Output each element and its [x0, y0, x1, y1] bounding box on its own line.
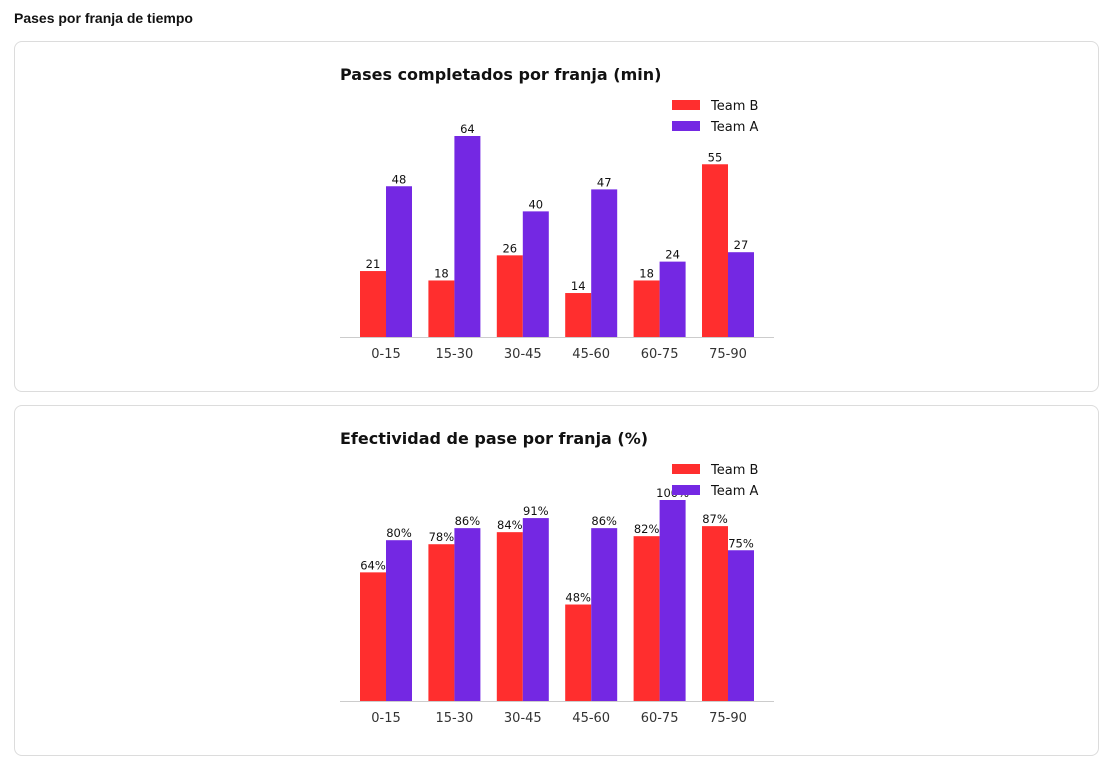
x-tick-label: 15-30: [436, 347, 474, 362]
bar-team-a-75-90: [728, 252, 754, 337]
x-tick-label: 30-45: [504, 347, 542, 362]
data-label: 80%: [386, 526, 412, 540]
bar-team-b-45-60: [565, 604, 592, 701]
data-label: 84%: [497, 518, 523, 532]
data-label: 21: [366, 257, 381, 271]
data-label: 47: [597, 175, 612, 189]
x-tick-label: 15-30: [436, 711, 474, 726]
data-label: 48%: [565, 591, 591, 605]
bar-team-a-15-30: [454, 136, 481, 337]
data-label: 87%: [702, 512, 728, 526]
data-label: 18: [434, 266, 449, 280]
data-label: 86%: [455, 514, 481, 528]
data-label: 75%: [728, 536, 754, 550]
x-tick-label: 75-90: [709, 711, 747, 726]
x-tick-label: 60-75: [641, 347, 679, 362]
data-label: 86%: [591, 514, 617, 528]
pass-effectiveness-chart: Efectividad de pase por franja (%) 64% 80%…: [340, 429, 774, 726]
bar-team-b-60-75: [633, 536, 660, 701]
page-title: Pases por franja de tiempo: [14, 10, 193, 26]
bar-team-b-60-75: [633, 280, 660, 337]
bar-team-b-75-90: [702, 526, 728, 701]
data-label: 82%: [634, 522, 660, 536]
data-label: 24: [665, 248, 680, 262]
chart-panel-completed-passes: Pases completados por franja (min) 21 48 0-…: [14, 41, 1099, 392]
data-label: 18: [639, 266, 654, 280]
chart-title: Efectividad de pase por franja (%): [340, 429, 648, 448]
x-tick-label: 60-75: [641, 711, 679, 726]
bar-team-b-30-45: [496, 255, 523, 337]
bar-team-b-15-30: [428, 544, 455, 701]
data-label: 48: [392, 172, 407, 186]
bar-team-b-15-30: [428, 280, 455, 337]
data-label: 55: [708, 150, 723, 164]
x-tick-label: 0-15: [371, 347, 401, 362]
legend-swatch-team-a: [672, 121, 700, 131]
data-label: 27: [734, 238, 749, 252]
data-label: 78%: [429, 530, 455, 544]
chart-panel-pass-effectiveness: Efectividad de pase por franja (%) 64% 80%…: [14, 405, 1099, 756]
legend-label: Team A: [710, 484, 758, 499]
bar-team-a-30-45: [522, 518, 549, 701]
x-tick-label: 45-60: [572, 347, 610, 362]
bar-team-b-0-15: [360, 572, 386, 701]
data-label: 64: [460, 122, 475, 136]
data-label: 40: [528, 197, 543, 211]
bar-team-a-75-90: [728, 550, 754, 701]
legend-swatch-team-b: [672, 464, 700, 474]
bar-team-a-60-75: [659, 500, 686, 701]
data-label: 14: [571, 279, 586, 293]
x-tick-label: 75-90: [709, 347, 747, 362]
bar-team-a-45-60: [591, 528, 618, 701]
bar-team-b-30-45: [496, 532, 523, 701]
x-tick-label: 30-45: [504, 711, 542, 726]
legend-label: Team A: [710, 120, 758, 135]
chart-title: Pases completados por franja (min): [340, 65, 661, 84]
bar-team-b-45-60: [565, 293, 592, 337]
x-tick-label: 0-15: [371, 711, 401, 726]
completed-passes-chart: Pases completados por franja (min) 21 48 0-…: [340, 65, 774, 362]
legend-swatch-team-a: [672, 485, 700, 495]
data-label: 64%: [360, 558, 386, 572]
data-label: 91%: [523, 504, 549, 518]
x-tick-label: 45-60: [572, 711, 610, 726]
legend-swatch-team-b: [672, 100, 700, 110]
data-label: 26: [502, 241, 517, 255]
bar-team-a-0-15: [386, 540, 412, 701]
legend-label: Team B: [710, 463, 758, 478]
bar-team-a-60-75: [659, 261, 686, 337]
bar-team-b-75-90: [702, 164, 728, 337]
legend-label: Team B: [710, 99, 758, 114]
bar-team-a-0-15: [386, 186, 412, 337]
bar-team-a-15-30: [454, 528, 481, 701]
bar-team-a-45-60: [591, 189, 618, 337]
bar-team-b-0-15: [360, 271, 386, 337]
bar-team-a-30-45: [522, 211, 549, 337]
